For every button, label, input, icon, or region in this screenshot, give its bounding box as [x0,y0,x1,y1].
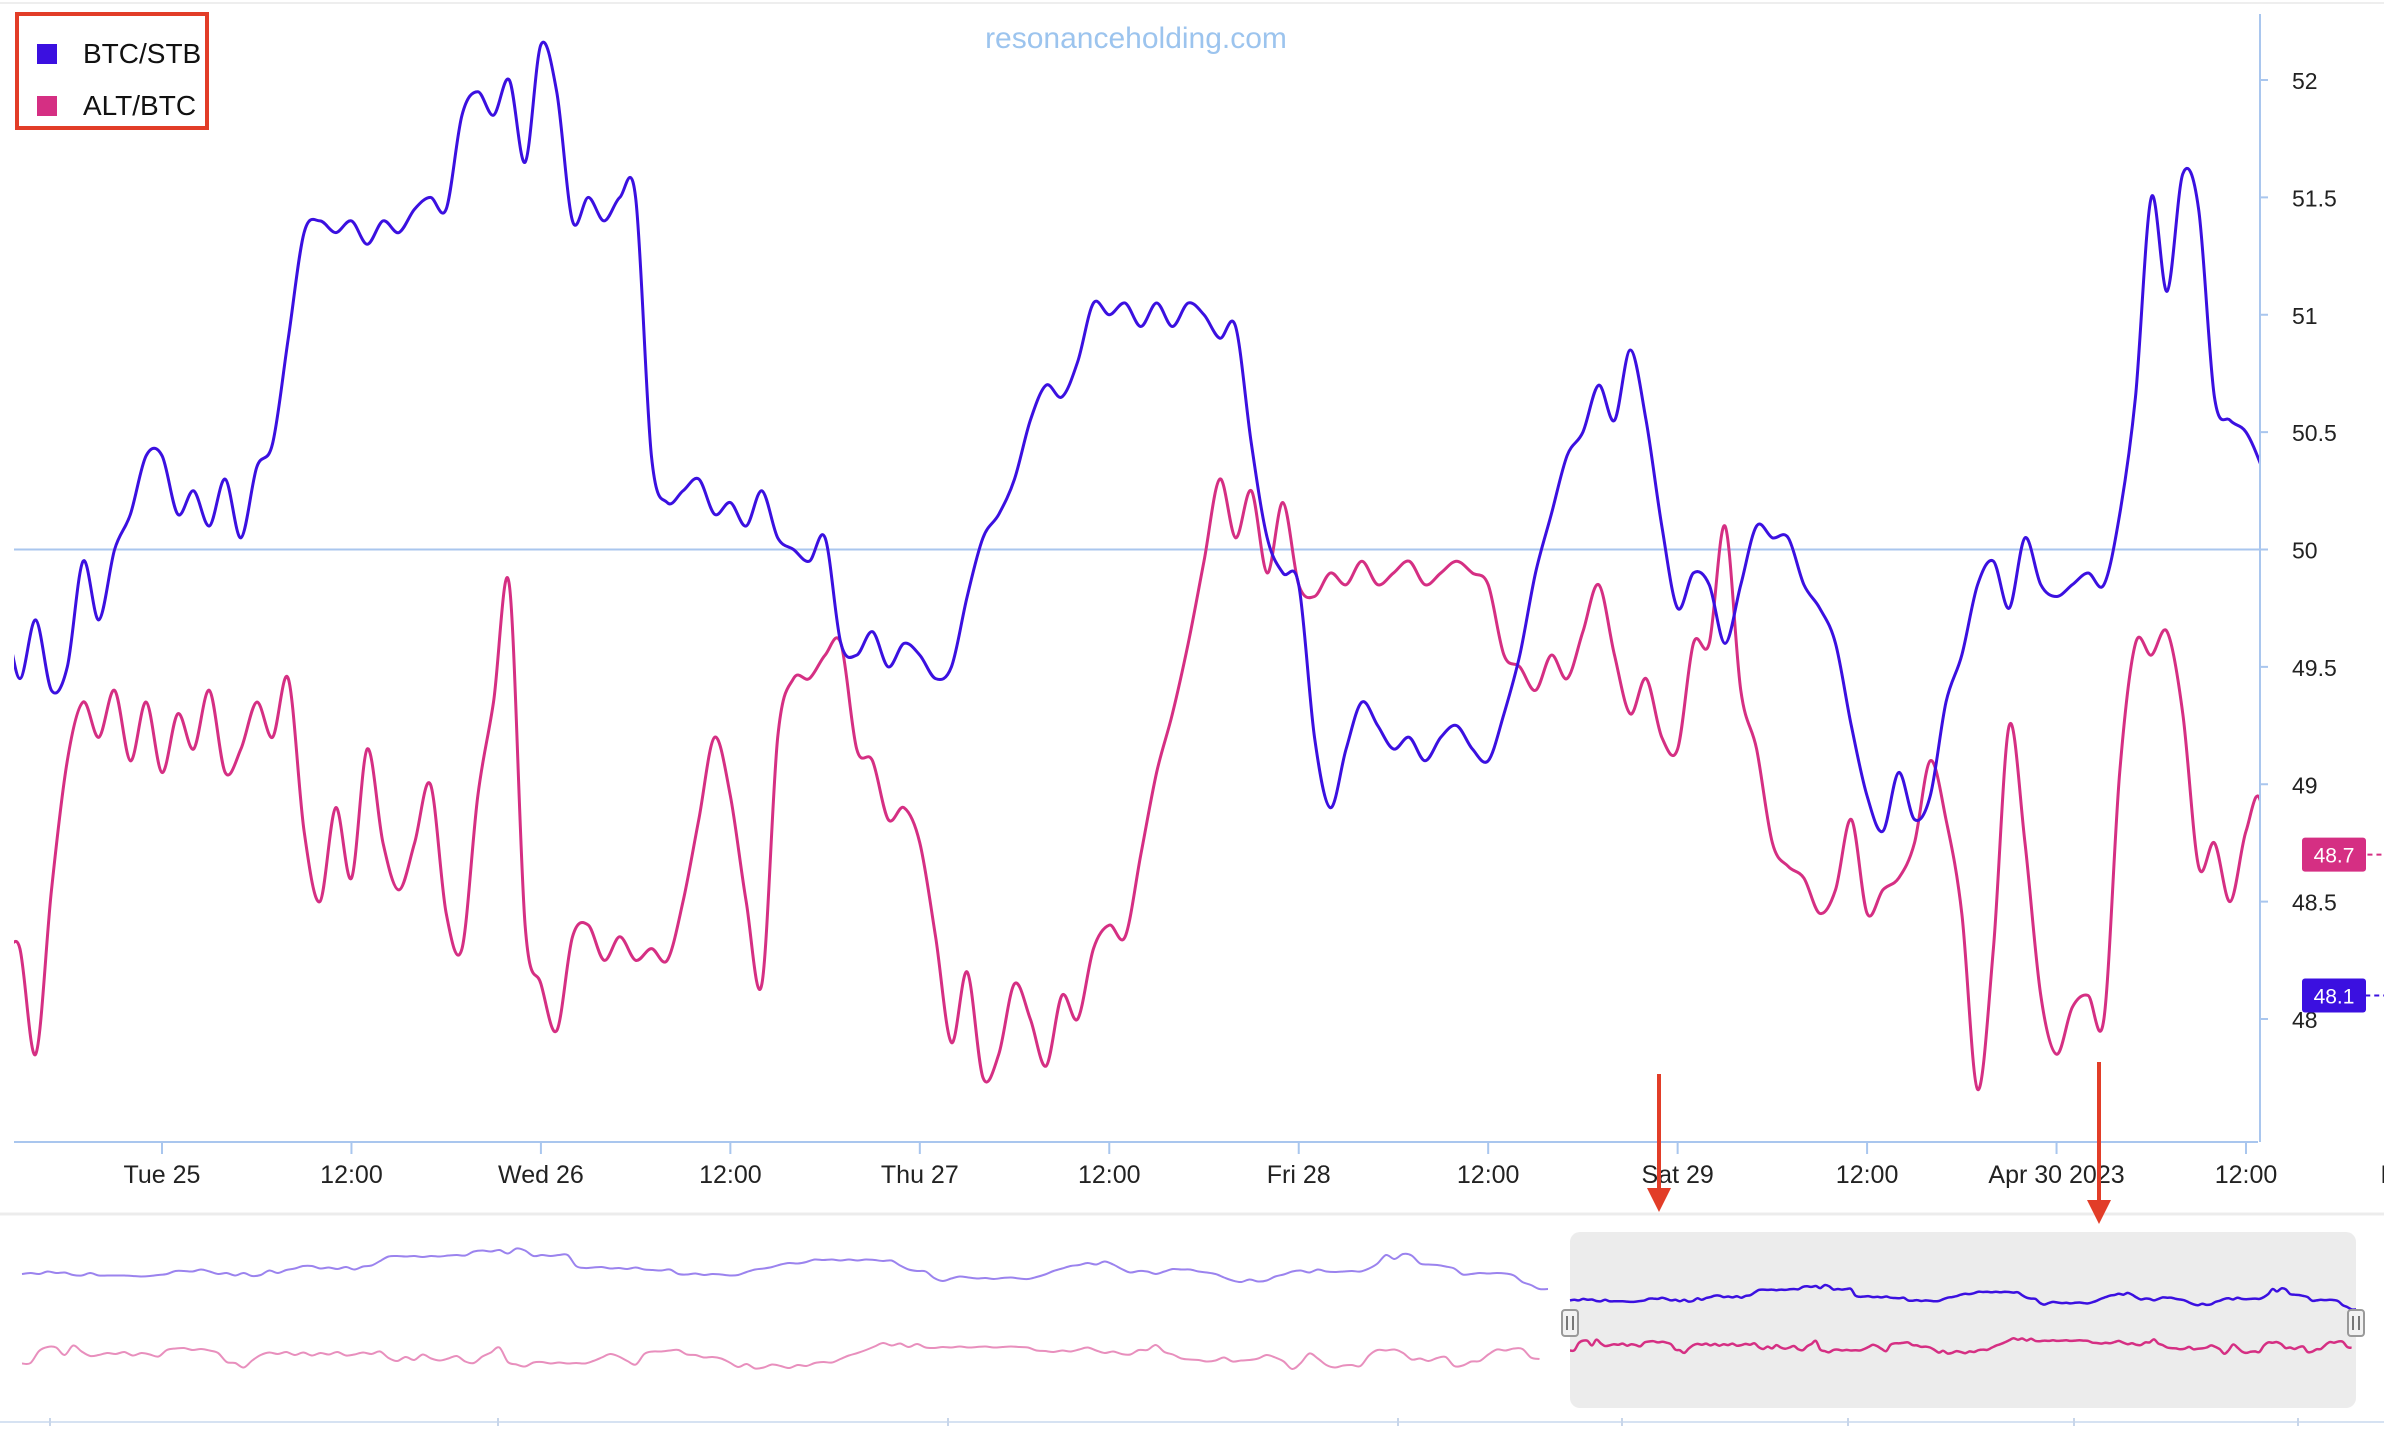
handle-body [2347,1309,2365,1337]
legend-label-alt-btc: ALT/BTC [83,90,197,121]
x-tick-label: 12:00 [1078,1161,1141,1189]
navigator-end-handle-icon[interactable] [2347,1309,2365,1337]
handle-body [1561,1309,1579,1337]
x-tick-label: Apr 30 2023 [1988,1161,2124,1189]
x-tick-label: Wed 26 [498,1161,584,1189]
last-value-badge [2302,837,2366,872]
navigator[interactable] [0,1210,2384,1426]
y-tick-label: 51 [2292,303,2318,329]
y-tick-label: 49.5 [2292,655,2337,681]
x-tick-label: May 2023 [2381,1161,2384,1189]
arrow-head [2087,1200,2111,1224]
y-tick-label: 50 [2292,538,2318,564]
legend-label-btc-stb: BTC/STB [83,38,202,69]
x-tick-label: Fri 28 [1267,1161,1331,1189]
y-tick-label: 51.5 [2292,185,2337,211]
watermark-text: resonanceholding.com [985,22,1287,55]
legend-item-btc-stb[interactable]: BTC/STB [37,34,201,74]
y-tick-label: 48.5 [2292,890,2337,916]
x-tick-label: 12:00 [1457,1161,1520,1189]
grid-layer [0,2,2384,551]
x-tick-label: Tue 25 [124,1161,201,1189]
navigator-start-handle-icon[interactable] [1561,1309,1579,1337]
x-tick-label: Thu 27 [881,1161,959,1189]
x-tick-label: 12:00 [1836,1161,1899,1189]
last-value-badge [2302,978,2366,1013]
annotation-arrow-right-icon [2087,1062,2111,1224]
legend-item-alt-btc[interactable]: ALT/BTC [37,86,196,126]
annotations [1647,1062,2111,1224]
navigator-history-alt-btc [21,1342,1540,1370]
x-tick-label: 12:00 [2215,1161,2278,1189]
last-value-text: 48.1 [2314,986,2355,1009]
navigator-line-btc-stb [1569,1283,2357,1311]
navigator-history-btc-stb [21,1247,1549,1291]
series-line-btc-stb [14,40,2260,834]
annotation-arrow-left-icon [1647,1074,1671,1212]
y-tick-label: 52 [2292,68,2318,94]
legend: BTC/STB ALT/BTC [15,12,209,130]
alt-btc-swatch-icon [37,96,57,116]
y-tick-label: 49 [2292,772,2318,798]
x-tick-label: 12:00 [320,1161,383,1189]
navigator-window [1570,1232,2356,1408]
navigator-line-alt-btc [1569,1336,2352,1356]
btc-stb-swatch-icon [37,44,57,64]
series-line-alt-btc [14,477,2260,1091]
last-value-labels: 48.1 48.7 [2302,837,2384,1013]
x-tick-label: 12:00 [699,1161,762,1189]
last-value-text: 48.7 [2314,845,2355,868]
x-tick-label: Sat 29 [1641,1161,1713,1189]
y-tick-label: 50.5 [2292,420,2337,446]
arrow-head [1647,1188,1671,1212]
series-layer [14,40,2260,1091]
